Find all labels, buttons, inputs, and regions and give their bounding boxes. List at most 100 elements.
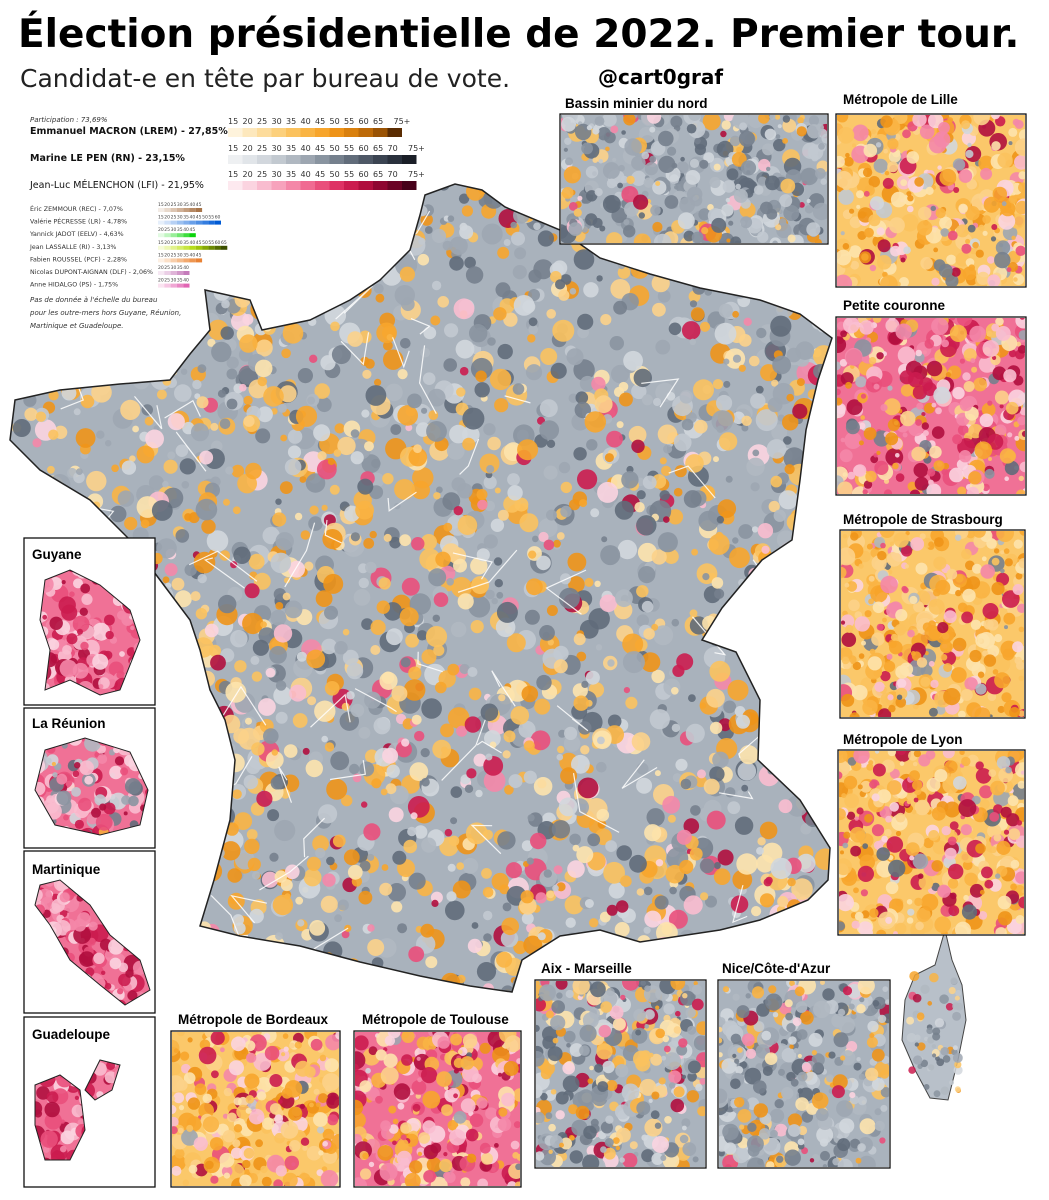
department-border <box>556 705 589 732</box>
polling-cell <box>837 388 841 396</box>
polling-cell <box>422 372 436 386</box>
polling-cell <box>928 830 940 841</box>
polling-cell <box>221 841 241 861</box>
polling-cell <box>912 761 918 767</box>
polling-cell <box>513 295 535 316</box>
polling-cell <box>736 146 742 153</box>
polling-cell <box>1019 531 1024 536</box>
polling-cell <box>318 804 338 824</box>
polling-cell <box>233 546 251 564</box>
polling-cell <box>803 787 824 808</box>
polling-cell <box>569 499 580 511</box>
polling-cell <box>180 1051 190 1061</box>
polling-cell <box>263 386 284 407</box>
polling-cell <box>359 860 371 872</box>
polling-cell <box>792 403 808 419</box>
polling-cell <box>929 972 939 983</box>
polling-cell <box>659 490 670 501</box>
polling-cell <box>769 696 780 707</box>
polling-cell <box>261 1176 272 1186</box>
polling-cell <box>841 632 857 647</box>
polling-cell <box>132 425 140 433</box>
polling-cell <box>389 536 401 549</box>
polling-cell <box>943 688 961 706</box>
polling-cell <box>875 142 882 148</box>
polling-cell <box>783 436 792 445</box>
polling-cell <box>210 422 219 431</box>
polling-cell <box>331 1133 339 1149</box>
polling-cell <box>275 242 284 251</box>
polling-cell <box>738 364 746 372</box>
polling-cell <box>136 445 155 464</box>
polling-cell <box>862 489 868 494</box>
polling-cell <box>403 679 426 701</box>
polling-cell <box>717 267 740 290</box>
polling-cell <box>654 770 661 777</box>
polling-cell <box>1012 584 1024 595</box>
polling-cell <box>193 551 216 574</box>
polling-cell <box>523 740 535 752</box>
polling-cell <box>483 770 506 792</box>
polling-cell <box>275 602 284 610</box>
polling-cell <box>464 784 474 793</box>
polling-cell <box>48 390 59 401</box>
polling-cell <box>952 1011 962 1021</box>
polling-cell <box>382 747 399 764</box>
polling-cell <box>310 1038 323 1051</box>
polling-cell <box>255 339 273 357</box>
polling-cell <box>152 819 174 841</box>
polling-cell <box>949 1080 954 1085</box>
polling-cell <box>931 426 945 439</box>
polling-cell <box>153 646 170 662</box>
polling-cell <box>906 151 920 164</box>
polling-cell <box>41 485 64 507</box>
polling-cell <box>575 391 589 405</box>
polling-cell <box>802 682 824 704</box>
polling-cell <box>965 206 980 221</box>
polling-cell <box>373 198 386 211</box>
polling-cell <box>320 1170 339 1186</box>
polling-cell <box>245 462 262 480</box>
polling-cell <box>373 717 391 735</box>
department-border <box>164 399 201 419</box>
polling-cell <box>670 115 683 128</box>
polling-cell <box>81 365 88 372</box>
polling-cell <box>882 177 894 189</box>
polling-cell <box>302 747 310 755</box>
polling-cell <box>262 526 280 545</box>
department-border <box>417 651 443 673</box>
polling-cell <box>217 272 235 290</box>
polling-cell <box>806 222 821 237</box>
polling-cell <box>1016 820 1023 826</box>
polling-cell <box>160 765 178 783</box>
polling-cell <box>163 726 181 743</box>
polling-cell <box>909 855 915 861</box>
polling-cell <box>772 584 791 603</box>
polling-cell <box>631 732 651 751</box>
polling-cell <box>694 144 707 156</box>
polling-cell <box>929 445 942 459</box>
polling-cell <box>296 651 307 662</box>
polling-cell <box>689 609 698 618</box>
polling-cell <box>952 1002 960 1010</box>
polling-cell <box>864 227 874 238</box>
polling-cell <box>616 421 624 429</box>
polling-cell <box>148 475 164 491</box>
polling-cell <box>568 222 583 237</box>
polling-cell <box>812 545 830 563</box>
polling-cell <box>805 651 826 671</box>
polling-cell <box>467 667 478 677</box>
polling-cell <box>317 451 327 461</box>
polling-cell <box>839 858 852 876</box>
polling-cell <box>275 680 287 691</box>
polling-cell <box>477 499 488 510</box>
polling-cell <box>324 257 346 279</box>
polling-cell <box>564 137 572 145</box>
polling-cell <box>757 176 768 186</box>
polling-cell <box>254 359 273 378</box>
polling-cell <box>777 939 797 959</box>
polling-cell <box>671 687 679 695</box>
polling-cell <box>153 365 160 373</box>
polling-cell <box>630 949 638 958</box>
polling-cell <box>865 376 883 393</box>
